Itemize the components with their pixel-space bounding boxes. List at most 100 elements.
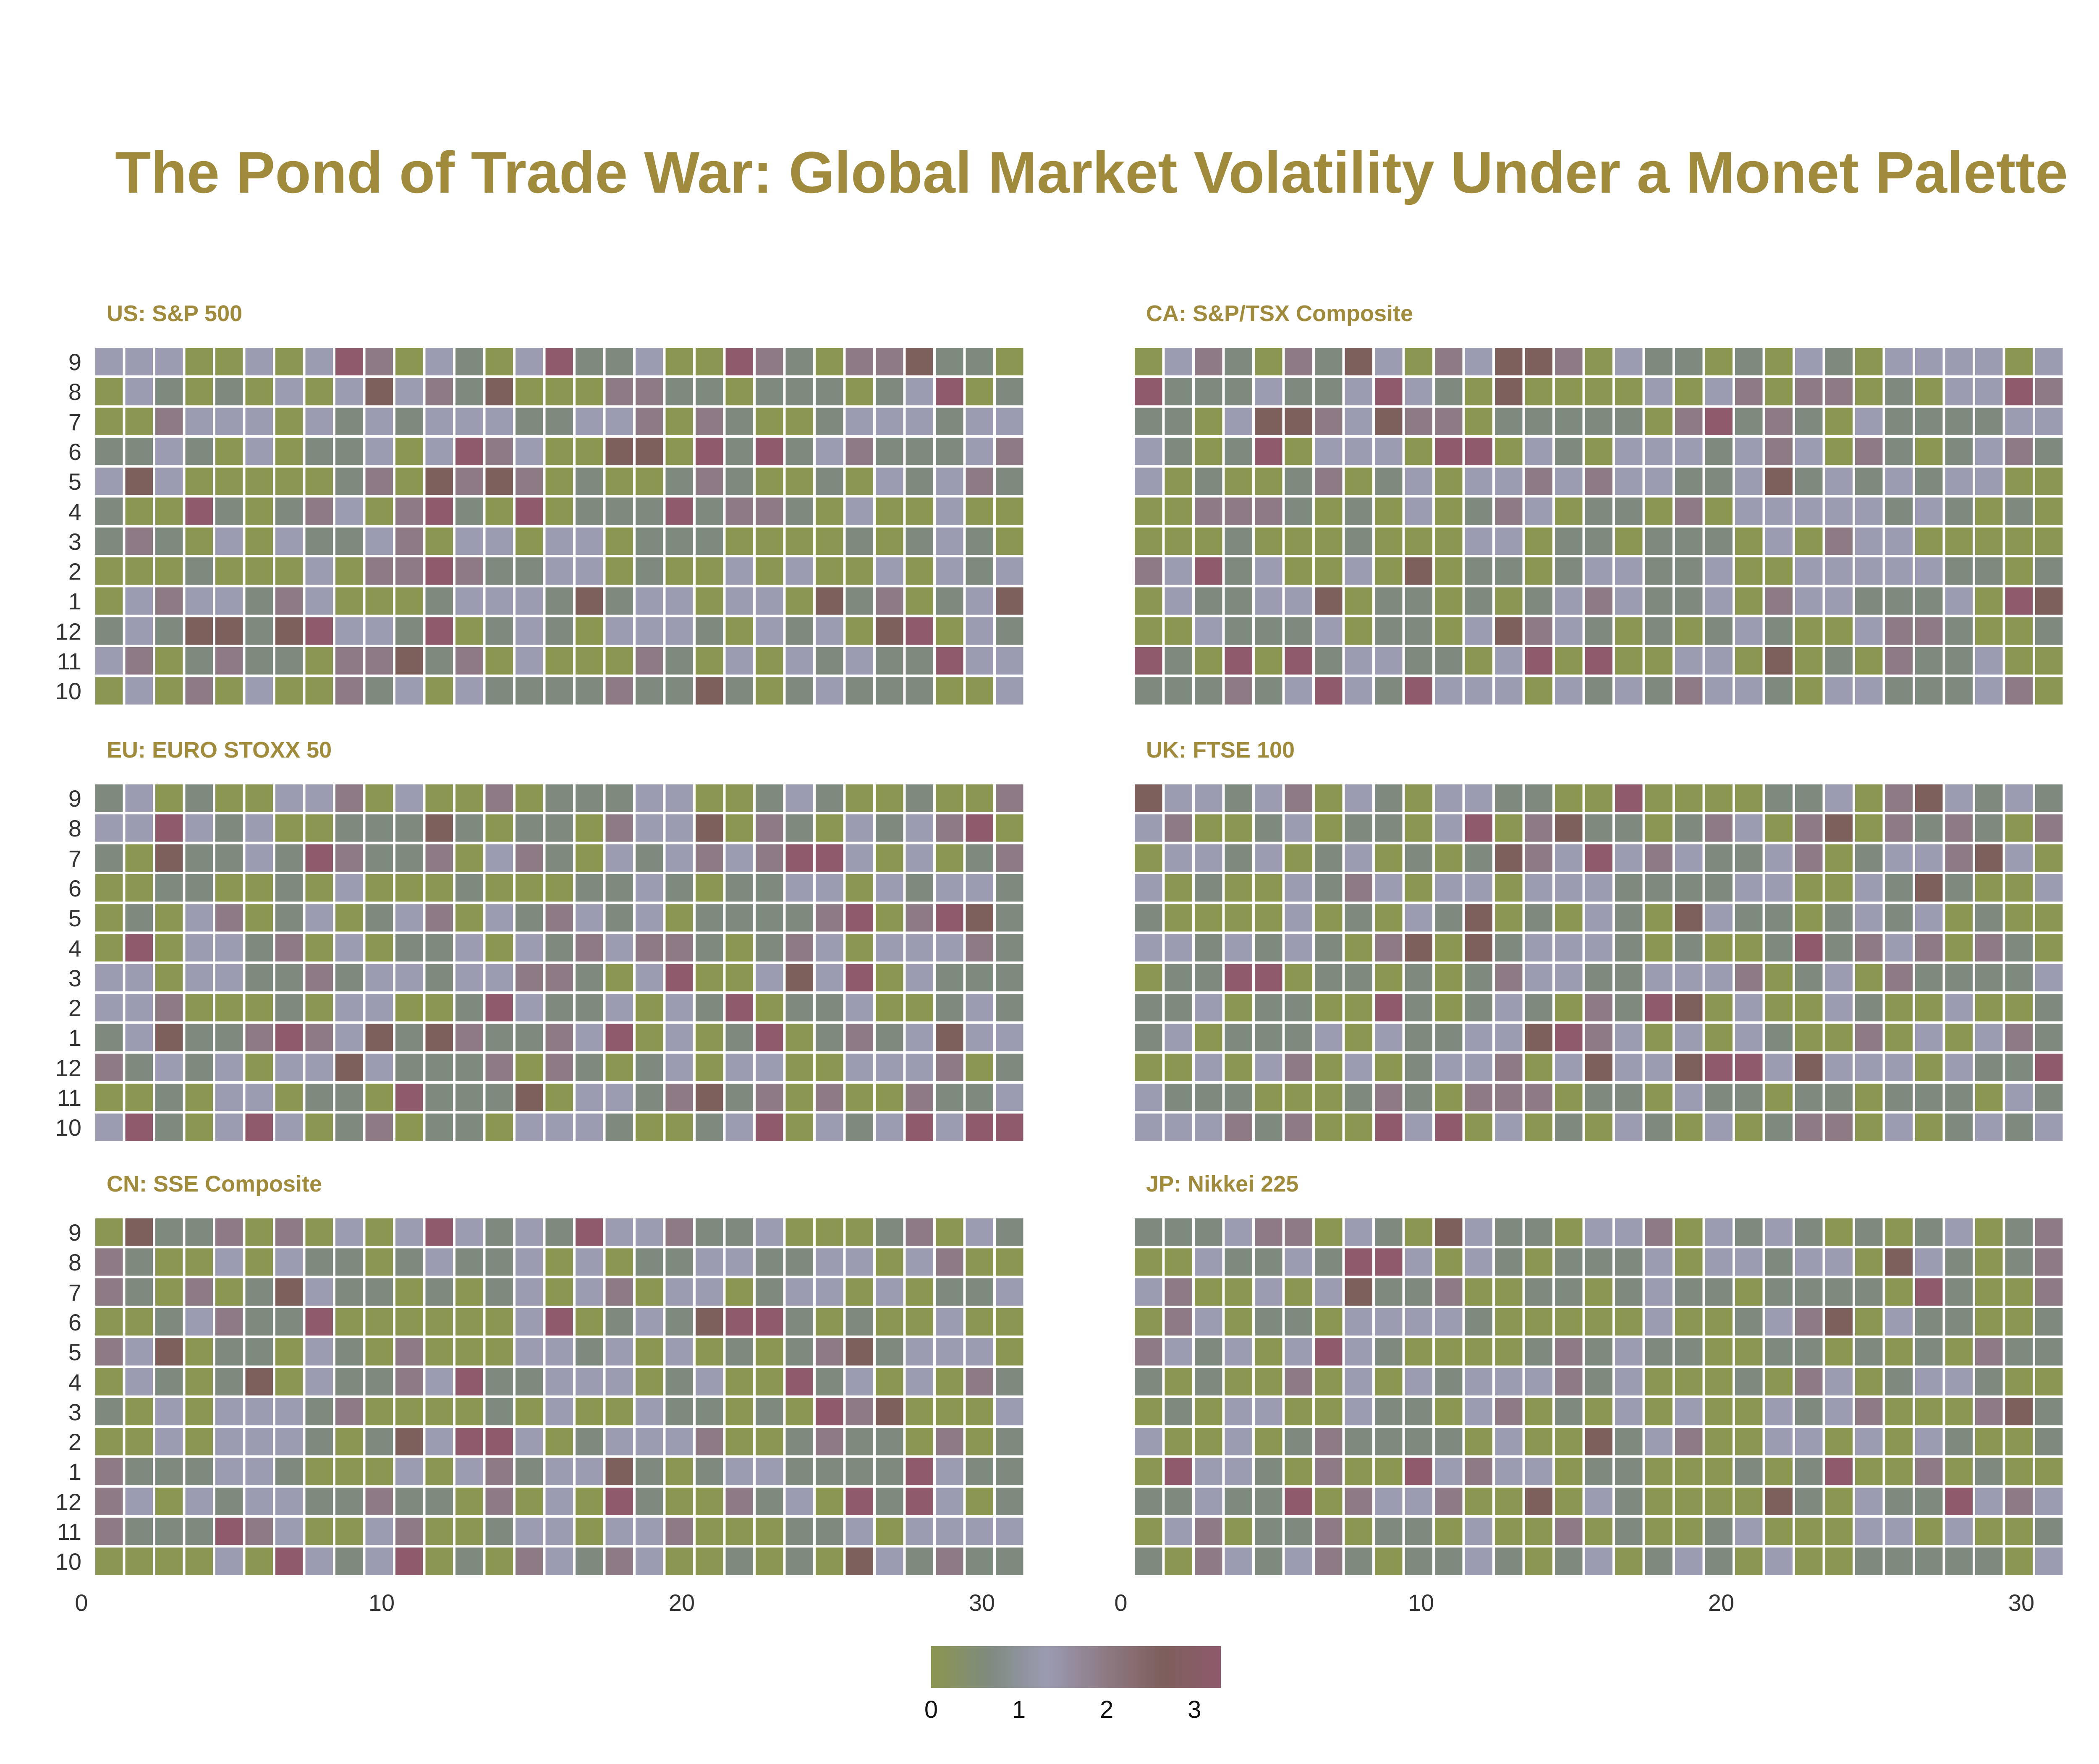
heatmap-cell <box>1675 1428 1703 1456</box>
x-tick-label: 20 <box>1708 1589 1735 1616</box>
heatmap-cell <box>1795 497 1823 525</box>
heatmap-cell <box>2005 844 2033 872</box>
heatmap-cell <box>1945 1248 1973 1276</box>
heatmap-cell <box>125 1113 153 1141</box>
heatmap-cell <box>1255 1487 1282 1515</box>
heatmap-cell <box>1135 1308 1162 1336</box>
heatmap-cell <box>665 1278 693 1306</box>
heatmap-cell <box>605 1368 633 1396</box>
heatmap-cell <box>785 527 813 555</box>
heatmap-cell <box>1675 1458 1703 1485</box>
heatmap-cell <box>1555 784 1583 812</box>
heatmap-cell <box>1255 904 1282 932</box>
heatmap-cell <box>365 617 393 645</box>
heatmap-cell <box>576 814 603 842</box>
heatmap-cell <box>1195 557 1222 585</box>
heatmap-cell <box>2035 1248 2063 1276</box>
heatmap-cell <box>576 378 603 405</box>
heatmap-cell <box>936 1368 963 1396</box>
heatmap-cell <box>1735 587 1763 615</box>
heatmap-cell <box>1765 527 1793 555</box>
heatmap-cell <box>1735 1084 1763 1111</box>
heatmap-cell <box>1195 904 1222 932</box>
heatmap-cell <box>725 437 753 465</box>
heatmap-cell <box>1285 408 1312 435</box>
heatmap-cell <box>125 437 153 465</box>
heatmap-cell <box>1345 844 1372 872</box>
heatmap-cell <box>365 1368 393 1396</box>
heatmap-cell <box>1795 437 1823 465</box>
heatmap-panel: US: S&P 500 9 8 7 6 5 4 3 2 1 12 11 10 <box>55 301 1025 706</box>
heatmap-cell <box>636 1278 663 1306</box>
heatmap-cell <box>1405 994 1432 1022</box>
heatmap-cell <box>275 1428 303 1456</box>
heatmap-cell <box>1135 677 1162 705</box>
heatmap-cell <box>1195 964 1222 992</box>
heatmap-grid <box>1135 1218 2063 1575</box>
heatmap-cell <box>1195 437 1222 465</box>
heatmap-cell <box>516 1458 543 1485</box>
heatmap-cell <box>1765 408 1793 435</box>
heatmap-cell <box>395 378 423 405</box>
heatmap-cell <box>1135 348 1162 376</box>
heatmap-cell <box>125 408 153 435</box>
heatmap-cell <box>1285 647 1312 675</box>
heatmap-cell <box>785 677 813 705</box>
heatmap-cell <box>1555 1398 1583 1426</box>
heatmap-cell <box>425 1308 453 1336</box>
heatmap-cell <box>605 934 633 962</box>
heatmap-cell <box>335 1518 363 1545</box>
heatmap-cell <box>966 1518 993 1545</box>
heatmap-cell <box>425 1278 453 1306</box>
heatmap-cell <box>245 1278 273 1306</box>
heatmap-cell <box>1255 617 1282 645</box>
heatmap-cell <box>1615 1218 1643 1246</box>
heatmap-cell <box>1615 964 1643 992</box>
heatmap-cell <box>335 1428 363 1456</box>
heatmap-cell <box>605 1053 633 1081</box>
heatmap-cell <box>1675 1398 1703 1426</box>
heatmap-cell <box>1135 1547 1162 1575</box>
heatmap-cell <box>696 844 723 872</box>
heatmap-cell <box>936 437 963 465</box>
heatmap-cell <box>605 964 633 992</box>
heatmap-cell <box>725 1084 753 1111</box>
heatmap-cell <box>155 677 183 705</box>
heatmap-cell <box>936 1338 963 1366</box>
heatmap-cell <box>816 1428 843 1456</box>
heatmap-cell <box>1255 1547 1282 1575</box>
heatmap-cell <box>1975 1338 2003 1366</box>
heatmap-cell <box>1225 1024 1252 1051</box>
heatmap-cell <box>516 1278 543 1306</box>
heatmap-cell <box>1315 1398 1343 1426</box>
heatmap-cell <box>1915 1547 1943 1575</box>
heatmap-cell <box>545 468 573 495</box>
heatmap-cell <box>545 587 573 615</box>
heatmap-cell <box>2005 874 2033 902</box>
heatmap-cell <box>2035 348 2063 376</box>
heatmap-cell <box>756 1368 783 1396</box>
heatmap-cell <box>155 904 183 932</box>
heatmap-cell <box>1945 934 1973 962</box>
heatmap-cell <box>335 1487 363 1515</box>
heatmap-cell <box>516 378 543 405</box>
heatmap-cell <box>1975 437 2003 465</box>
heatmap-cell <box>335 934 363 962</box>
heatmap-cell <box>906 1428 933 1456</box>
heatmap-cell <box>1555 527 1583 555</box>
heatmap-cell <box>1495 1024 1523 1051</box>
heatmap-cell <box>1255 1518 1282 1545</box>
heatmap-cell <box>1375 1547 1403 1575</box>
heatmap-cell <box>665 378 693 405</box>
heatmap-cell <box>455 408 483 435</box>
heatmap-cell <box>1795 1458 1823 1485</box>
heatmap-cell <box>725 1218 753 1246</box>
heatmap-cell <box>545 437 573 465</box>
heatmap-cell <box>665 1547 693 1575</box>
heatmap-cell <box>1465 784 1492 812</box>
heatmap-cell <box>335 557 363 585</box>
heatmap-cell <box>1825 677 1853 705</box>
heatmap-cell <box>95 497 123 525</box>
heatmap-cell <box>1585 348 1612 376</box>
heatmap-cell <box>365 964 393 992</box>
